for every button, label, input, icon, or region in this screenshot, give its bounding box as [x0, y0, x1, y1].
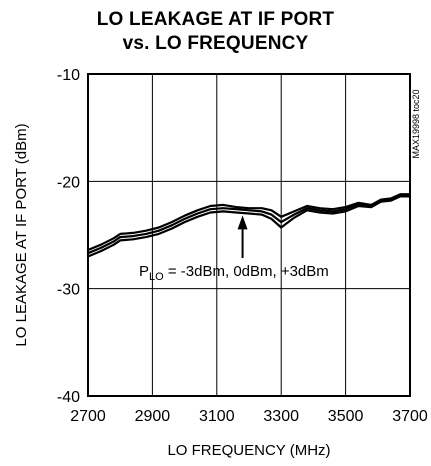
annotation-symbol: P [139, 263, 149, 280]
series-line-1 [86, 194, 412, 255]
figure-id-label: MAX19998 toc20 [411, 89, 421, 158]
x-tick-label-2: 3100 [199, 408, 235, 425]
x-axis-label: LO FREQUENCY (MHz) [167, 442, 330, 459]
x-tick-labels: 2700 2900 3100 3300 3500 3700 [70, 408, 428, 425]
y-tick-labels: -10 -20 -30 -40 [57, 67, 80, 406]
chart-title-line1: LO LEAKAGE AT IF PORT [96, 9, 335, 30]
x-tick-label-0: 2700 [70, 408, 106, 425]
annotation-subscript: LO [149, 271, 164, 283]
series-line-0 [86, 193, 412, 252]
y-tick-label-0: -10 [57, 67, 80, 84]
series-group [86, 193, 412, 258]
x-tick-label-1: 2900 [135, 408, 171, 425]
y-axis-label: LO LEAKAGE AT IF PORT (dBm) [13, 123, 30, 346]
x-tick-label-5: 3700 [392, 408, 428, 425]
x-tick-label-3: 3300 [263, 408, 299, 425]
annotation-arrow-head [237, 215, 248, 230]
series-line-2 [86, 195, 412, 258]
plot-frame [87, 73, 411, 397]
annotation-text: PLO = -3dBm, 0dBm, +3dBm [139, 263, 329, 283]
y-tick-label-2: -30 [57, 282, 80, 299]
y-tick-label-1: -20 [57, 174, 80, 191]
annotation-levels: = -3dBm, 0dBm, +3dBm [164, 263, 329, 280]
y-tick-label-3: -40 [57, 389, 80, 406]
x-tick-label-4: 3500 [328, 408, 364, 425]
annotation: PLO = -3dBm, 0dBm, +3dBm [139, 215, 329, 283]
chart-title-line2: vs. LO FREQUENCY [122, 33, 309, 54]
